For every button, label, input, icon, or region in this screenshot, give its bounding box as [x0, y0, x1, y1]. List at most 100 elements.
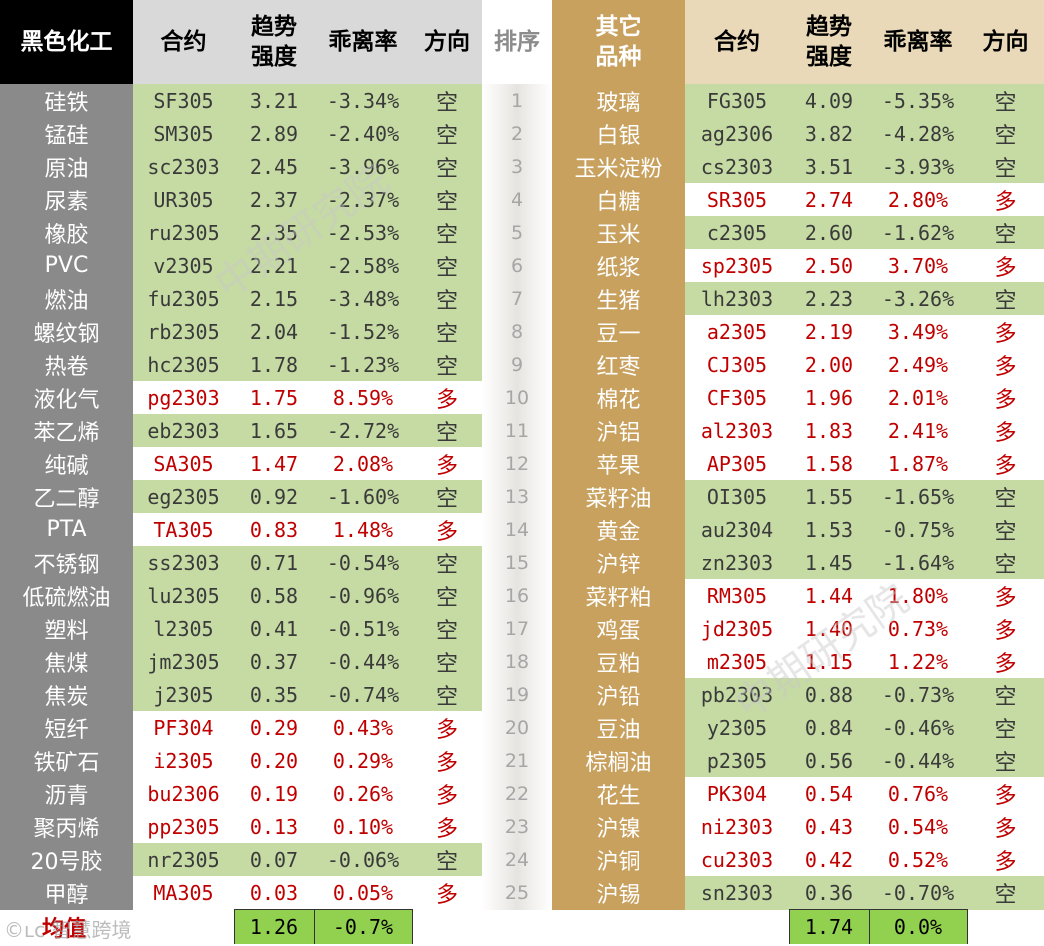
- right-direction: 多: [967, 315, 1044, 348]
- rank-number: 10: [482, 381, 552, 414]
- rank-number: 19: [482, 678, 552, 711]
- right-trend: 2.23: [789, 282, 869, 315]
- left-trend: 0.03: [234, 876, 314, 910]
- right-dev: -3.93%: [869, 150, 967, 183]
- right-name: 苹果: [552, 447, 685, 480]
- left-name: PTA: [0, 513, 133, 546]
- right-direction: 多: [967, 777, 1044, 810]
- left-contract: PF304: [133, 711, 234, 744]
- table-row: 热卷 hc2305 1.78 -1.23% 空 9 红枣 CJ305 2.00 2.49% 多: [0, 348, 1044, 381]
- left-dev: -3.48%: [314, 282, 412, 315]
- right-name: 沪锡: [552, 876, 685, 910]
- left-name: 塑料: [0, 612, 133, 645]
- table-row: PVC v2305 2.21 -2.58% 空 6 纸浆 sp2305 2.50 3.70% 多: [0, 249, 1044, 282]
- right-direction: 空: [967, 216, 1044, 249]
- right-dev: -4.28%: [869, 117, 967, 150]
- left-trend: 2.35: [234, 216, 314, 249]
- right-direction: 空: [967, 513, 1044, 546]
- left-trend: 1.47: [234, 447, 314, 480]
- right-trend: 3.82: [789, 117, 869, 150]
- right-trend: 2.00: [789, 348, 869, 381]
- rank-number: 25: [482, 876, 552, 910]
- left-dev: 8.59%: [314, 381, 412, 414]
- right-name: 沪铅: [552, 678, 685, 711]
- rank-number: 1: [482, 84, 552, 117]
- left-trend: 0.58: [234, 579, 314, 612]
- right-contract: p2305: [685, 744, 789, 777]
- avg-spacer: [133, 909, 234, 944]
- right-direction: 空: [967, 546, 1044, 579]
- right-contract: ag2306: [685, 117, 789, 150]
- right-contract: m2305: [685, 645, 789, 678]
- left-dev: -0.44%: [314, 645, 412, 678]
- left-dev: -0.96%: [314, 579, 412, 612]
- left-direction: 多: [412, 777, 482, 810]
- right-dev: 2.01%: [869, 381, 967, 414]
- left-trend: 1.75: [234, 381, 314, 414]
- right-name: 鸡蛋: [552, 612, 685, 645]
- left-name: 原油: [0, 150, 133, 183]
- right-contract: sn2303: [685, 876, 789, 910]
- right-name: 白银: [552, 117, 685, 150]
- table-row: 苯乙烯 eb2303 1.65 -2.72% 空 11 沪铝 al2303 1.83 2.41% 多: [0, 414, 1044, 447]
- left-name: 甲醇: [0, 876, 133, 910]
- table-row: 不锈钢 ss2303 0.71 -0.54% 空 15 沪锌 zn2303 1.45 -1.64%…: [0, 546, 1044, 579]
- left-contract: UR305: [133, 183, 234, 216]
- left-name: 焦炭: [0, 678, 133, 711]
- right-dev: 0.73%: [869, 612, 967, 645]
- right-trend: 0.42: [789, 843, 869, 876]
- right-trend-header-line1: 趋势: [806, 14, 852, 40]
- left-contract: sc2303: [133, 150, 234, 183]
- right-direction: 空: [967, 711, 1044, 744]
- table-row: 聚丙烯 pp2305 0.13 0.10% 多 23 沪镍 ni2303 0.43 0.54% 多: [0, 810, 1044, 843]
- table-row: 螺纹钢 rb2305 2.04 -1.52% 空 8 豆一 a2305 2.19 3.49% 多: [0, 315, 1044, 348]
- left-direction: 空: [412, 414, 482, 447]
- right-direction: 多: [967, 810, 1044, 843]
- right-direction: 空: [967, 84, 1044, 117]
- table-row: 低硫燃油 lu2305 0.58 -0.96% 空 16 菜籽粕 RM305 1.44 1.80%…: [0, 579, 1044, 612]
- left-name: 液化气: [0, 381, 133, 414]
- left-dev: 0.26%: [314, 777, 412, 810]
- right-dev: -0.46%: [869, 711, 967, 744]
- right-dev: 1.87%: [869, 447, 967, 480]
- left-direction: 空: [412, 579, 482, 612]
- left-average-trend: 1.26: [233, 909, 315, 944]
- left-dev: 1.48%: [314, 513, 412, 546]
- rank-number: 17: [482, 612, 552, 645]
- right-name: 棉花: [552, 381, 685, 414]
- left-dev: 0.43%: [314, 711, 412, 744]
- right-dev: -0.73%: [869, 678, 967, 711]
- right-contract: PK304: [685, 777, 789, 810]
- right-contract: y2305: [685, 711, 789, 744]
- left-direction: 多: [412, 447, 482, 480]
- left-contract: SF305: [133, 84, 234, 117]
- right-trend: 1.40: [789, 612, 869, 645]
- right-contract: lh2303: [685, 282, 789, 315]
- right-contract: OI305: [685, 480, 789, 513]
- left-trend: 0.29: [234, 711, 314, 744]
- rank-header: 排序: [482, 0, 552, 84]
- rank-number: 21: [482, 744, 552, 777]
- left-name: 锰硅: [0, 117, 133, 150]
- left-direction: 空: [412, 249, 482, 282]
- right-dev: -1.65%: [869, 480, 967, 513]
- right-direction: 空: [967, 744, 1044, 777]
- left-trend: 1.78: [234, 348, 314, 381]
- table-row: 短纤 PF304 0.29 0.43% 多 20 豆油 y2305 0.84 -0.46% 空: [0, 711, 1044, 744]
- avg-spacer: [412, 909, 482, 944]
- right-name: 花生: [552, 777, 685, 810]
- left-dev: -1.23%: [314, 348, 412, 381]
- left-direction: 空: [412, 480, 482, 513]
- right-trend: 1.55: [789, 480, 869, 513]
- left-average-deviation: -0.7%: [313, 909, 413, 944]
- right-name: 沪镍: [552, 810, 685, 843]
- average-row: 均值 1.26 -0.7% 1.74 0.0%: [0, 909, 1044, 944]
- right-contract: sp2305: [685, 249, 789, 282]
- rank-number: 7: [482, 282, 552, 315]
- rank-number: 16: [482, 579, 552, 612]
- left-trend: 2.45: [234, 150, 314, 183]
- right-trend: 0.88: [789, 678, 869, 711]
- right-direction: 多: [967, 612, 1044, 645]
- trend-header-line2: 强度: [251, 44, 297, 70]
